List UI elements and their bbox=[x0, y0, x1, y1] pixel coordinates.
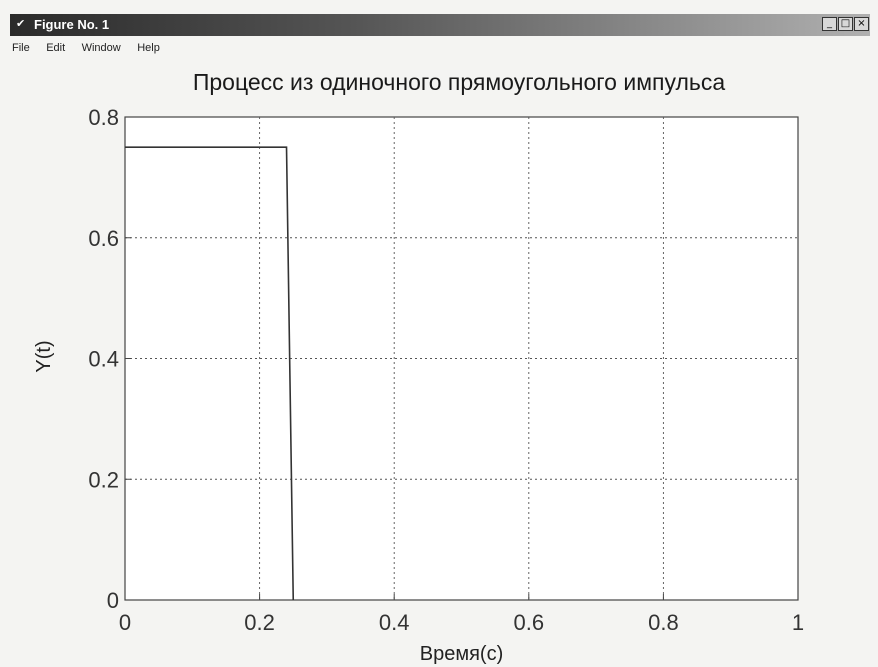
menu-help[interactable]: Help bbox=[137, 42, 160, 54]
x-tick-label: 0.6 bbox=[514, 610, 545, 635]
grid bbox=[125, 117, 798, 600]
x-tick-label: 0 bbox=[119, 610, 131, 635]
close-button[interactable]: × bbox=[854, 17, 869, 31]
menu-bar: File Edit Window Help bbox=[10, 38, 870, 56]
title-bar[interactable]: ✔ Figure No. 1 _ □ × bbox=[10, 14, 870, 36]
tick-labels: 0 0.2 0.4 0.6 0.8 1 0 0.2 0.4 0.6 0.8 bbox=[88, 105, 804, 635]
y-tick-label: 0.6 bbox=[88, 226, 119, 251]
x-tick-label: 0.2 bbox=[244, 610, 275, 635]
y-tick-label: 0.4 bbox=[88, 347, 119, 372]
minimize-button[interactable]: _ bbox=[822, 17, 837, 31]
window-title: Figure No. 1 bbox=[34, 17, 110, 32]
menu-file[interactable]: File bbox=[12, 42, 30, 54]
menu-edit[interactable]: Edit bbox=[46, 42, 66, 54]
chart-title: Процесс из одиночного прямоугольного имп… bbox=[193, 69, 726, 95]
x-tick-label: 1 bbox=[792, 610, 804, 635]
x-tick-label: 0.8 bbox=[648, 610, 679, 635]
x-axis-label: Время(с) bbox=[420, 643, 504, 665]
y-tick-label: 0.2 bbox=[88, 467, 119, 492]
y-tick-label: 0 bbox=[107, 588, 119, 613]
figure-icon[interactable]: ✔ bbox=[16, 17, 26, 30]
x-tick-label: 0.4 bbox=[379, 610, 410, 635]
series-layer bbox=[125, 146, 295, 601]
y-axis-label: Y(t) bbox=[33, 340, 55, 372]
series-line bbox=[125, 146, 295, 601]
maximize-button[interactable]: □ bbox=[838, 17, 853, 31]
y-tick-label: 0.8 bbox=[88, 105, 119, 130]
menu-window[interactable]: Window bbox=[81, 42, 121, 54]
